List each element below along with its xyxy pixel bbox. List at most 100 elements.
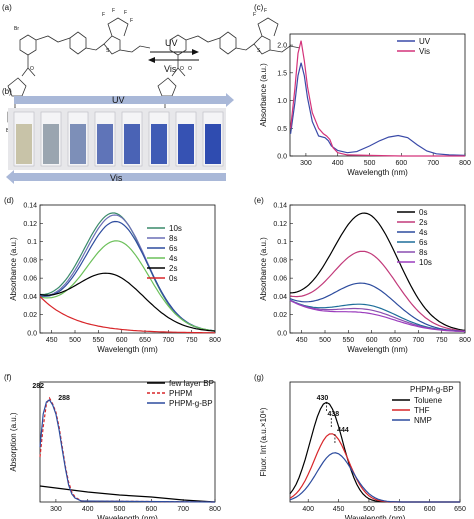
series-line-phpmgbp (39, 399, 216, 503)
legend-label: Toluene (414, 396, 443, 405)
panel-letter: (g) (254, 373, 264, 382)
x-tick-label: 650 (139, 337, 151, 344)
x-tick-label: 500 (364, 160, 376, 167)
series-line-nmp (289, 452, 460, 503)
arrow-forward-head (192, 49, 199, 55)
panel-letter: (e) (254, 196, 264, 205)
plot-frame (289, 33, 466, 157)
vial-solution (43, 124, 59, 164)
y-tick-label: 0.1 (27, 239, 37, 246)
x-tick-label: 500 (319, 337, 331, 344)
panel-a-scheme: (a) Br F F F F S O Br UV Vis (2, 3, 301, 134)
arrow-back-head (148, 57, 155, 63)
y-tick-label: 0.04 (273, 294, 287, 301)
atom-label: F (102, 12, 105, 18)
atom-label: F (124, 10, 127, 16)
vis-arrow-label: Vis (110, 173, 123, 183)
peak-annotation: 288 (58, 395, 70, 402)
x-tick-label: 750 (186, 337, 198, 344)
x-tick-label: 550 (92, 337, 104, 344)
y-tick-label: 0.08 (23, 257, 37, 264)
vial-row (13, 111, 224, 167)
y-tick-label: 0.04 (23, 294, 37, 301)
legend-label: 6s (169, 244, 177, 253)
legend-label: PHPM (169, 389, 192, 398)
atom-label: O (188, 66, 192, 72)
legend-label: 6s (419, 238, 427, 247)
x-tick-label: 700 (427, 160, 439, 167)
panel-a-letter: (a) (2, 3, 12, 12)
legend-label: 8s (419, 248, 427, 257)
x-tick-label: 750 (436, 337, 448, 344)
x-tick-label: 800 (209, 337, 221, 344)
vial-solution (97, 124, 113, 164)
y-tick-label: 0.1 (277, 239, 287, 246)
atom-label: S (106, 48, 110, 54)
x-tick-label: 700 (162, 337, 174, 344)
x-tick-label: 300 (300, 160, 312, 167)
panel-f-chart: (f) 300 400 500 600 700 800 Wavelength (nm) Abso… (4, 373, 221, 519)
y-axis-label: Absorbance (a.u.) (9, 237, 18, 301)
legend-label: 4s (169, 254, 177, 263)
uv-arrow-bar (14, 96, 226, 104)
y-axis-label: Absorption (a.u.) (9, 412, 18, 471)
x-tick-label: 500 (69, 337, 81, 344)
legend-label: UV (419, 37, 431, 46)
panel-e-chart: (e) 450 500 550 600 650 700 750 800 0.0 0.02 0.04 0.… (254, 196, 471, 354)
legend-label: NMP (414, 416, 432, 425)
atom-label: Br (14, 26, 19, 32)
x-tick-label: 400 (332, 160, 344, 167)
y-tick-label: 2.0 (277, 43, 287, 50)
vial-solution (70, 124, 86, 164)
x-tick-label: 300 (50, 506, 62, 513)
legend-label: PHPM-g-BP (169, 399, 213, 408)
x-axis-label: Wavelength (nm) (97, 514, 158, 519)
legend-label: 8s (169, 234, 177, 243)
atom-label: F (253, 12, 256, 18)
x-tick-label: 600 (146, 506, 158, 513)
y-tick-label: 0.14 (273, 203, 287, 210)
x-tick-label: 800 (459, 160, 471, 167)
y-axis-label: Absorbance (a.u.) (259, 237, 268, 301)
x-tick-label: 500 (363, 506, 375, 513)
x-tick-label: 600 (396, 160, 408, 167)
x-axis-label: Wavelength (nm) (347, 345, 408, 354)
y-tick-label: 0.12 (23, 221, 37, 228)
y-tick-label: 0.14 (23, 203, 37, 210)
series-line-2s (289, 250, 466, 332)
y-tick-label: 0.06 (23, 276, 37, 283)
vial-solution (151, 124, 167, 164)
x-tick-label: 450 (333, 506, 345, 513)
y-tick-label: 0.02 (273, 312, 287, 319)
series-line-thf (289, 433, 460, 503)
atom-label: F (264, 8, 267, 14)
y-tick-label: 0.02 (23, 312, 37, 319)
series-line-10s (40, 212, 216, 332)
arrow-vis-label: Vis (164, 64, 177, 74)
x-tick-label: 800 (459, 337, 471, 344)
legend-label: 10s (419, 258, 432, 267)
y-tick-label: 0.06 (273, 276, 287, 283)
panel-b-letter: (b) (2, 87, 12, 96)
y-tick-label: 0.0 (277, 154, 287, 161)
peak-annotation: 430 (317, 395, 329, 402)
plot-frame (289, 381, 461, 503)
peak-annotation: 438 (327, 411, 339, 418)
x-tick-label: 400 (302, 506, 314, 513)
vis-arrow-head (6, 170, 14, 184)
panel-letter: (c) (254, 3, 264, 12)
panel-g-chart: (g) 400 450 500 550 600 650 Wavelength (nm) Fluo… (254, 373, 466, 519)
legend-label: Vis (419, 47, 430, 56)
x-tick-label: 600 (366, 337, 378, 344)
panel-letter: (f) (4, 373, 12, 382)
molecule-right (157, 17, 301, 127)
atom-label: O (30, 66, 34, 72)
panel-d-chart: (d) 450 500 550 600 650 700 750 800 0.0 0.02 0.04 0.… (4, 196, 221, 354)
peak-annotation: 444 (337, 427, 349, 434)
x-tick-label: 650 (389, 337, 401, 344)
legend-title: PHPM-g-BP (410, 385, 454, 394)
vial-solution (124, 124, 140, 164)
y-axis-label: Absorbance (a.u.) (259, 63, 268, 127)
arrow-uv-label: UV (165, 38, 178, 48)
